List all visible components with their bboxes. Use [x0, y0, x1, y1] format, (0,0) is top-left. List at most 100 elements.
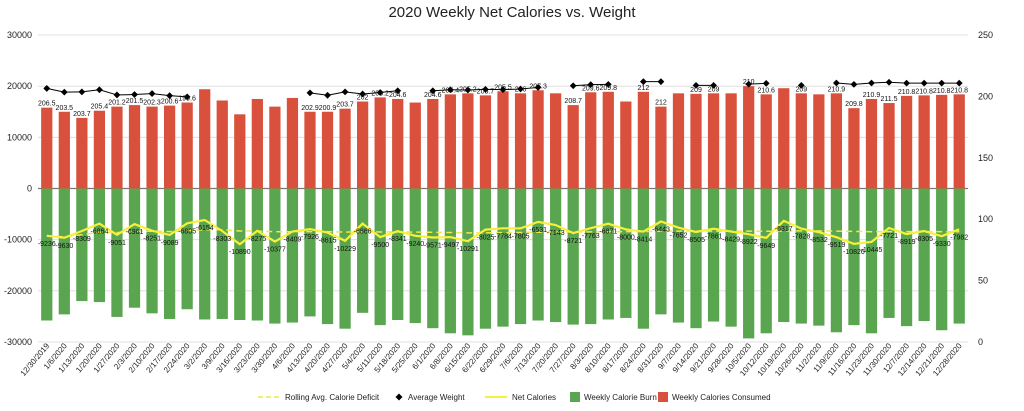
consumed-data-label: 202.9	[301, 105, 319, 112]
net-data-label: -8922	[740, 239, 758, 246]
consumed-bar	[760, 94, 772, 189]
consumed-bar	[128, 105, 141, 189]
net-data-label: -6443	[652, 226, 670, 233]
consumed-data-label: 210.8	[950, 87, 968, 94]
burn-bar	[620, 188, 632, 318]
burn-bar	[163, 188, 176, 319]
net-data-label: -10826	[843, 249, 865, 256]
consumed-data-label: 210	[743, 79, 755, 86]
y-left-tick-label: -30000	[4, 337, 32, 347]
weight-marker	[60, 88, 68, 96]
net-data-label: -8341	[389, 236, 407, 243]
burn-bar	[409, 188, 421, 324]
consumed-data-label: 201.5	[126, 98, 144, 105]
burn-bar	[532, 188, 544, 321]
burn-bar	[830, 188, 843, 333]
burn-bar	[76, 188, 88, 302]
y-left-tick-label: -10000	[4, 235, 32, 245]
weight-marker	[657, 78, 665, 86]
consumed-bar	[620, 101, 632, 189]
consumed-data-label: 210.9	[863, 92, 881, 99]
y-left-tick-label: 10000	[7, 132, 32, 142]
burn-bar	[216, 188, 228, 319]
burn-bar	[111, 188, 123, 317]
consumed-data-label: 209	[690, 87, 702, 94]
burn-bar	[339, 188, 351, 329]
consumed-bar	[304, 111, 316, 189]
weight-marker	[692, 81, 700, 89]
consumed-bar	[637, 91, 649, 189]
consumed-bar	[585, 92, 597, 189]
consumed-data-label: 205.4	[442, 87, 460, 94]
net-data-label: -9630	[55, 243, 73, 250]
burn-bar	[374, 188, 386, 326]
burn-bar	[690, 188, 702, 329]
net-data-label: -9089	[161, 240, 179, 247]
weight-marker	[376, 89, 384, 96]
net-data-label: -9519	[827, 242, 845, 249]
weight-marker	[78, 88, 86, 96]
burn-bar	[93, 188, 106, 303]
consumed-data-label: 200.6	[161, 99, 179, 106]
consumed-bar	[778, 88, 790, 189]
consumed-bar	[813, 94, 825, 189]
burn-bar	[321, 188, 334, 325]
weight-marker	[534, 84, 542, 91]
consumed-bar	[795, 93, 807, 189]
consumed-data-label: 205.5	[494, 84, 512, 91]
net-data-label: -8429	[722, 237, 740, 244]
net-data-label: -8919	[898, 239, 916, 246]
y-right-tick-label: 150	[978, 153, 993, 163]
weight-marker	[797, 81, 805, 89]
consumed-data-label: 209.8	[600, 85, 618, 92]
net-data-label: -7652	[670, 233, 688, 240]
burn-bar	[497, 188, 509, 327]
weight-marker	[517, 85, 524, 93]
consumed-data-label: 212	[638, 85, 650, 92]
consumed-data-label: 205.2	[459, 86, 477, 93]
net-data-label: -8409	[283, 237, 301, 244]
weight-line-segment	[46, 87, 65, 93]
weight-line-segment	[99, 89, 118, 96]
consumed-bar	[234, 114, 246, 189]
consumed-bar	[111, 106, 123, 189]
weight-marker	[868, 79, 875, 87]
weight-marker	[710, 81, 717, 89]
consumed-data-label: 210.6	[757, 87, 775, 94]
burn-bar	[251, 188, 263, 321]
weight-marker	[903, 79, 910, 87]
burn-bar	[883, 188, 895, 318]
consumed-bar	[357, 101, 369, 189]
burn-bar	[234, 188, 246, 320]
consumed-data-label: 209.8	[845, 101, 863, 108]
net-data-label: -9571	[424, 242, 442, 249]
weight-marker	[96, 86, 103, 94]
weight-marker	[148, 90, 156, 97]
y-left-tick-label: 30000	[7, 30, 32, 40]
consumed-bar	[865, 98, 878, 189]
consumed-bar	[444, 94, 456, 189]
consumed-data-label: 200.9	[319, 105, 337, 112]
consumed-data-label: 210.8	[898, 89, 916, 96]
net-data-label: -7763	[582, 233, 600, 240]
consumed-bar	[216, 100, 228, 189]
weight-marker	[604, 80, 612, 88]
net-data-label: -10229	[334, 246, 356, 253]
net-data-label: -7784	[494, 233, 512, 240]
weight-marker	[499, 86, 507, 94]
burn-bar	[953, 188, 965, 324]
net-data-label: -9500	[371, 242, 389, 249]
legend-swatch-consumed	[658, 392, 668, 402]
burn-bar	[865, 188, 878, 334]
net-data-label: -9051	[108, 240, 126, 247]
net-data-label: -9649	[757, 243, 775, 250]
net-data-label: -7982	[950, 234, 968, 241]
net-data-label: -7143	[547, 230, 565, 237]
legend-label: Weekly Calorie Burn	[584, 393, 657, 402]
consumed-data-label: 203.2	[371, 90, 389, 97]
weight-marker	[131, 91, 138, 98]
burn-bar	[550, 188, 562, 323]
net-data-label: -10291	[457, 246, 479, 253]
y-left-tick-label: 20000	[7, 81, 32, 91]
consumed-bar	[427, 98, 439, 189]
